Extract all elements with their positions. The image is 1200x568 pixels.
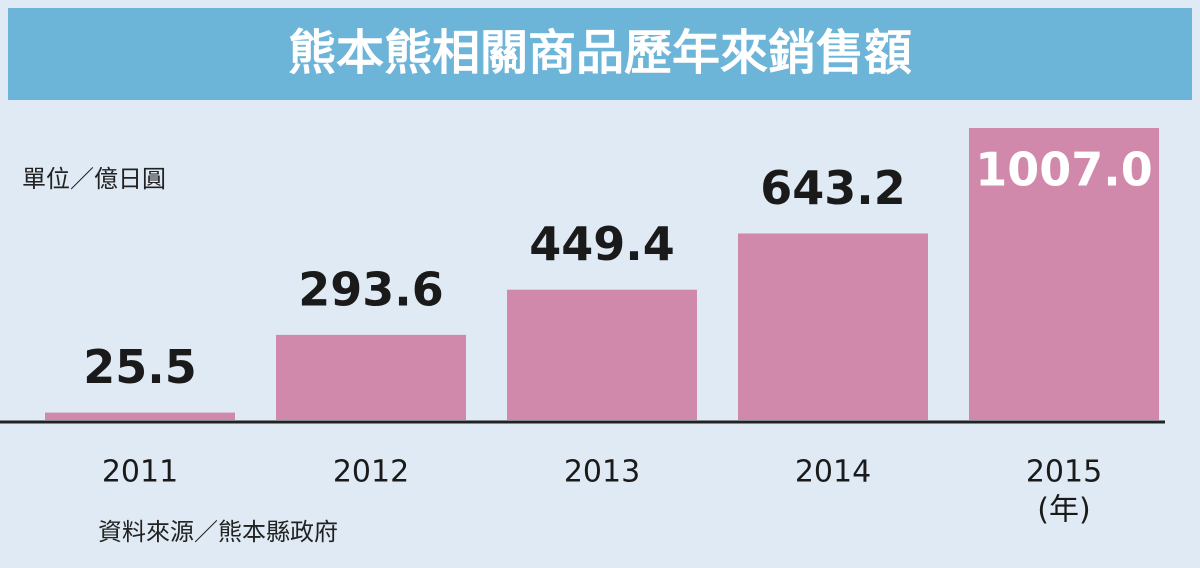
unit-label: 單位／億日圓 [22,165,166,193]
data-label: 293.6 [298,262,444,316]
bar [738,233,928,420]
bar [969,128,1159,420]
title-band [8,8,1192,100]
x-tick-label: 2011 [102,455,178,490]
data-label: 449.4 [529,217,675,271]
x-tick-label: 2014 [795,455,871,490]
x-tick-label: 2015 [1026,455,1102,490]
x-tick-label: 2013 [564,455,640,490]
data-label: 1007.0 [975,143,1153,197]
source: 資料來源／熊本縣政府 [98,518,338,546]
x-tick-label: 2012 [333,455,409,490]
x-unit-label: (年) [1037,493,1090,528]
bar [507,289,697,420]
data-label: 643.2 [760,161,906,215]
bar [45,412,235,420]
data-label: 25.5 [83,340,197,394]
chart-title: 熊本熊相關商品歷年來銷售額 [288,25,912,81]
bar [276,334,466,420]
